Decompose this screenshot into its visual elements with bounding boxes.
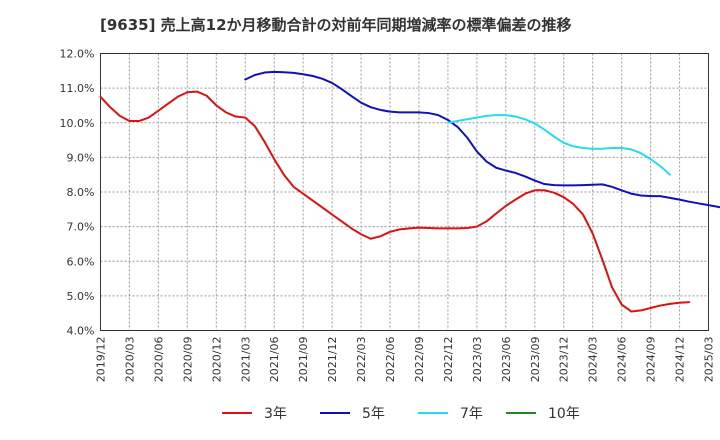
x-tick-label: 2023/12 (558, 337, 571, 383)
y-tick-label: 7.0% (67, 221, 95, 234)
plot-area-frame (100, 53, 709, 331)
x-tick-label: 2022/12 (442, 337, 455, 383)
y-tick-label: 4.0% (67, 325, 95, 338)
x-tick-label: 2021/09 (297, 337, 310, 383)
x-tick-label: 2024/09 (645, 337, 658, 383)
x-axis-ticks: 2019/12 2020/03 2020/06 2020/09 2020/12 2021/… (95, 337, 716, 383)
x-tick-label: 2025/03 (703, 337, 716, 383)
y-tick-label: 12.0% (60, 48, 95, 61)
grid-lines (100, 53, 709, 331)
x-tick-label: 2019/12 (95, 337, 108, 383)
x-tick-label: 2022/03 (355, 337, 368, 383)
x-tick-label: 2022/09 (413, 337, 426, 383)
x-tick-label: 2020/03 (123, 337, 136, 383)
x-tick-label: 2023/06 (500, 337, 513, 383)
y-tick-label: 10.0% (60, 117, 95, 130)
y-tick-label: 8.0% (67, 186, 95, 199)
x-tick-label: 2024/12 (674, 337, 687, 383)
legend-label-2: 7年 (460, 406, 483, 422)
legend-label-1: 5年 (362, 406, 385, 422)
y-tick-label: 5.0% (67, 290, 95, 303)
series-line-2 (446, 114, 671, 176)
y-tick-label: 11.0% (60, 82, 95, 95)
x-tick-label: 2021/03 (239, 337, 252, 383)
x-tick-label: 2021/12 (326, 337, 339, 383)
y-tick-label: 6.0% (67, 255, 95, 268)
chart-title: [9635] 売上高12か月移動合計の対前年同期増減率の標準偏差の推移 (100, 16, 572, 34)
series-line-0 (99, 90, 691, 313)
y-axis-ticks: 4.0% 5.0% 6.0% 7.0% 8.0% 9.0% 10.0% 11.0% 12.0% (60, 48, 95, 338)
series-lines (99, 70, 720, 313)
x-tick-label: 2020/12 (210, 337, 223, 383)
legend-label-0: 3年 (264, 406, 287, 422)
y-tick-label: 9.0% (67, 151, 95, 164)
x-tick-label: 2023/09 (529, 337, 542, 383)
x-tick-label: 2024/03 (587, 337, 600, 383)
x-tick-label: 2024/06 (616, 337, 629, 383)
series-line-1 (244, 70, 720, 209)
x-tick-label: 2021/06 (268, 337, 281, 383)
x-tick-label: 2022/06 (384, 337, 397, 383)
x-tick-label: 2020/06 (152, 337, 165, 383)
legend-label-3: 10年 (548, 406, 580, 422)
x-tick-label: 2023/03 (471, 337, 484, 383)
x-tick-label: 2020/09 (181, 337, 194, 383)
legend: 3年 5年 7年 10年 (222, 406, 580, 422)
